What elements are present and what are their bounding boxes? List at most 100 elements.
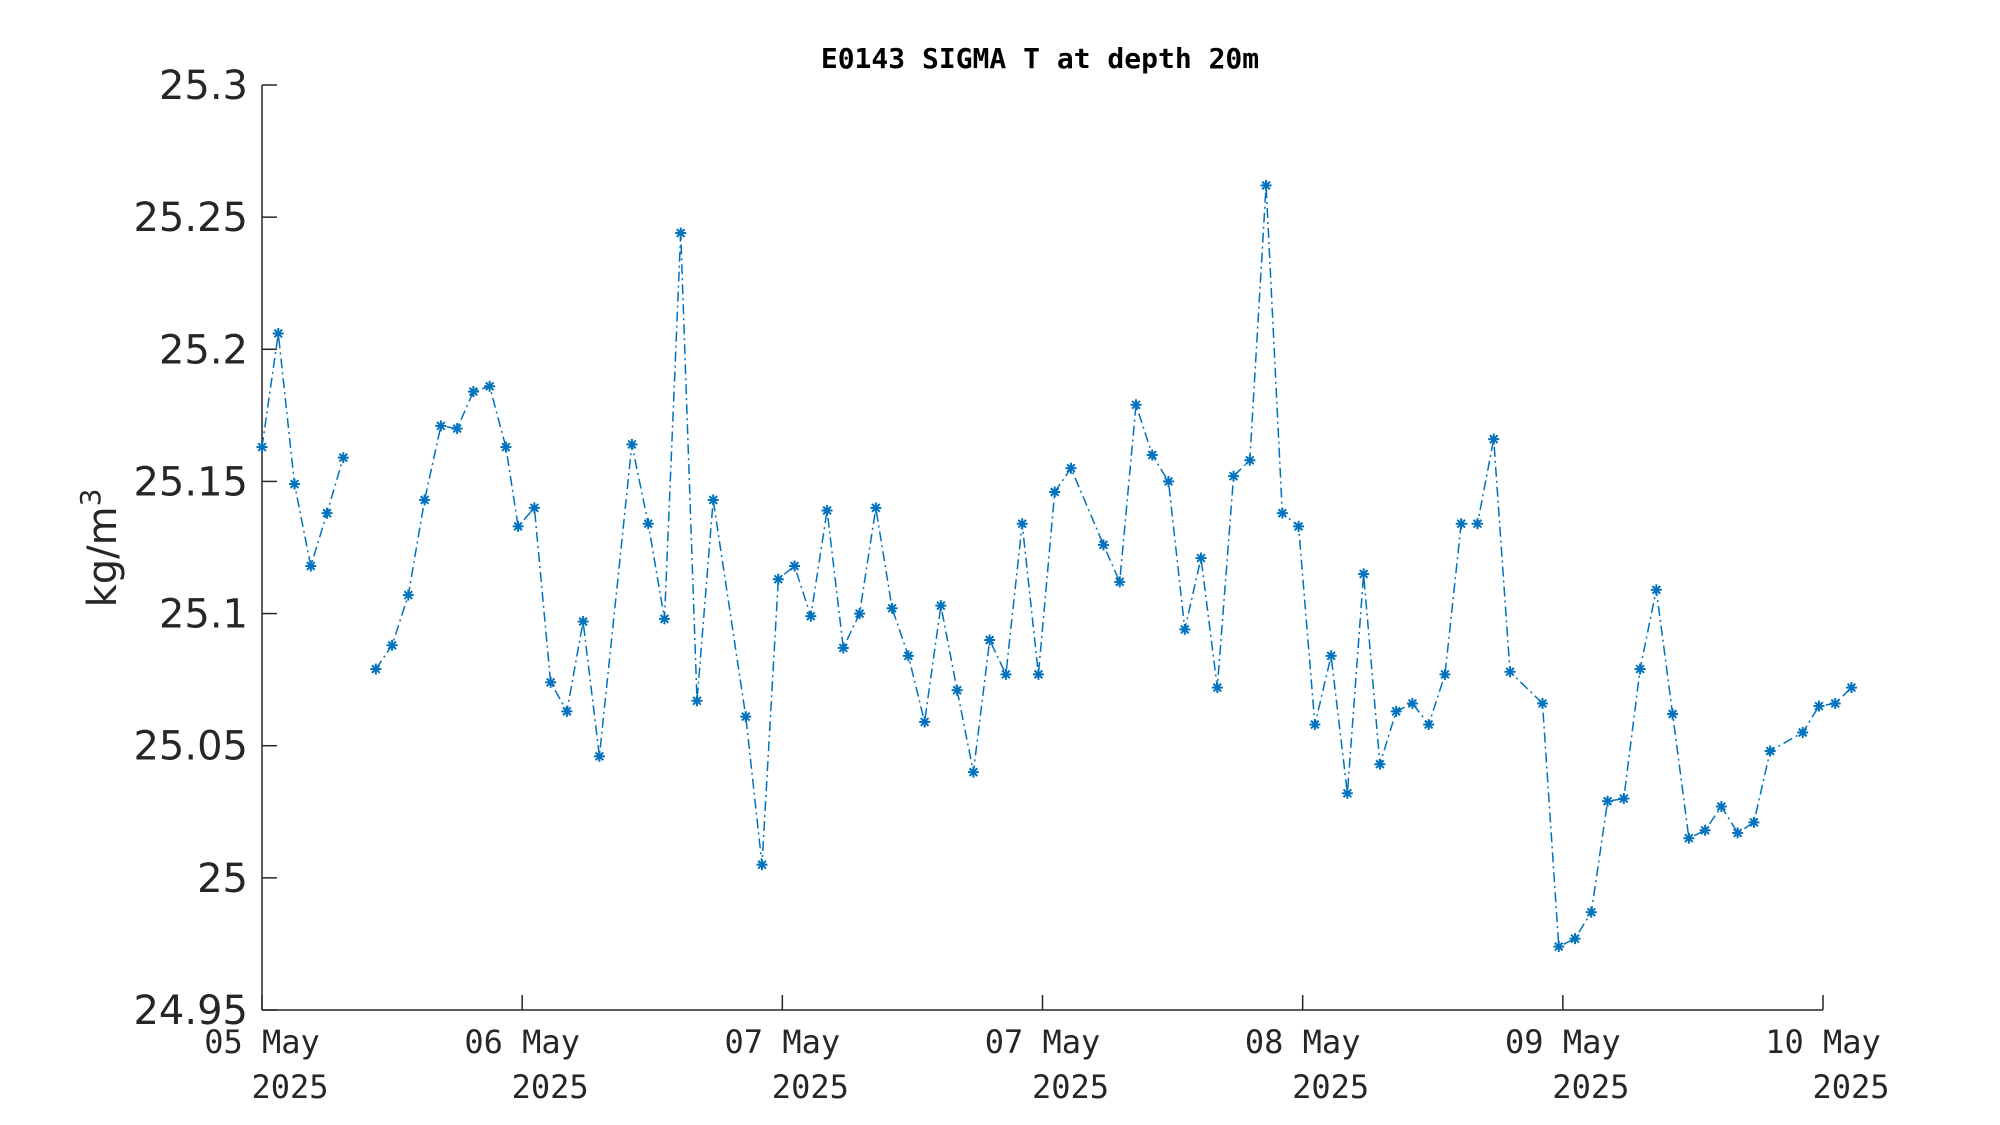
y-axis-label-text: kg/m (80, 506, 126, 607)
svg-text:kg/m3: kg/m3 (74, 489, 126, 608)
data-point (1276, 507, 1288, 519)
data-point (1764, 745, 1776, 757)
data-point (919, 716, 931, 728)
y-tick-label: 25.25 (133, 195, 248, 241)
y-tick-label: 24.95 (133, 988, 248, 1034)
x-tick-label-date: 07 May (725, 1023, 841, 1061)
data-point (1715, 801, 1727, 812)
y-axis-label: kg/m3 (74, 489, 126, 608)
data-point (772, 573, 784, 585)
data-point (561, 705, 573, 717)
data-point (1179, 623, 1191, 635)
x-tick-label-year: 2025 (251, 1068, 328, 1106)
x-tick-label-year: 2025 (1032, 1068, 1109, 1106)
data-point (1065, 462, 1077, 474)
data-point (691, 695, 703, 707)
x-tick-label-date: 07 May (985, 1023, 1101, 1061)
data-point (1406, 697, 1418, 709)
data-point (1309, 719, 1321, 731)
data-point (658, 613, 670, 625)
data-point (1293, 520, 1305, 532)
data-point (1049, 486, 1061, 498)
data-point (402, 589, 414, 601)
data-point (1163, 475, 1175, 487)
plot-area (256, 179, 1857, 953)
data-point (1325, 650, 1337, 662)
data-point (805, 610, 817, 622)
data-point (577, 616, 589, 627)
data-point (740, 711, 752, 723)
data-point (545, 676, 557, 688)
x-tick-label-date: 06 May (464, 1023, 580, 1061)
data-point (870, 502, 882, 514)
data-point (1358, 568, 1370, 580)
data-point (337, 452, 349, 464)
data-point (528, 502, 540, 514)
y-tick-label: 25.1 (159, 592, 248, 638)
data-point (984, 634, 996, 646)
data-point (675, 227, 687, 239)
data-point (1602, 795, 1614, 807)
series-line (375, 185, 1853, 948)
data-point (886, 602, 898, 614)
data-point (1813, 700, 1825, 712)
series-line (261, 333, 345, 567)
y-ticks: 24.95 25 25.05 25.1 25.15 25.2 25.25 25.3 (133, 63, 277, 1034)
data-point (1569, 933, 1581, 945)
data-point (1667, 708, 1679, 720)
data-point (1341, 787, 1353, 799)
x-tick-label-year: 2025 (1292, 1068, 1369, 1106)
data-point (1797, 727, 1809, 738)
y-axis-label-superscript: 3 (74, 489, 107, 507)
data-point (1845, 682, 1857, 694)
data-point (1650, 584, 1662, 596)
data-point (935, 600, 947, 612)
data-point (1097, 539, 1109, 551)
data-point (854, 608, 866, 620)
data-point (1374, 758, 1386, 770)
data-point (1016, 518, 1028, 530)
data-point (1130, 399, 1142, 411)
x-tick-label-year: 2025 (1552, 1068, 1629, 1106)
data-point (821, 505, 833, 516)
data-point (1553, 941, 1565, 953)
data-point (386, 639, 398, 651)
data-point (789, 560, 801, 572)
x-tick-label-date: 10 May (1765, 1023, 1881, 1061)
x-tick-label-date: 09 May (1505, 1023, 1621, 1061)
x-tick-label-year: 2025 (1812, 1068, 1889, 1106)
x-tick-label-date: 05 May (204, 1023, 320, 1061)
x-ticks: 05 May 2025 06 May 2025 07 May 2025 07 May 2025… (204, 995, 1890, 1106)
data-point (1699, 824, 1711, 836)
data-point (1471, 518, 1483, 530)
x-tick-label-date: 08 May (1245, 1023, 1361, 1061)
data-point (289, 478, 301, 490)
y-tick-label: 25.3 (159, 63, 248, 109)
data-point (1618, 793, 1630, 805)
data-point (1228, 470, 1240, 482)
data-point (1455, 518, 1467, 530)
data-point (484, 380, 496, 392)
data-point (1829, 697, 1841, 709)
data-point (1146, 449, 1158, 461)
data-point (500, 441, 512, 453)
data-point (951, 684, 963, 696)
chart-title: E0143 SIGMA T at depth 20m (821, 42, 1259, 75)
data-point (1732, 827, 1744, 839)
data-point (1260, 179, 1272, 191)
y-tick-label: 25.2 (159, 327, 248, 373)
data-point (1244, 454, 1256, 466)
data-point (1488, 433, 1500, 445)
data-point (512, 520, 524, 532)
data-point (321, 507, 333, 519)
data-point (451, 423, 463, 435)
data-point (305, 560, 317, 572)
y-tick-label: 25.15 (133, 459, 248, 505)
data-point (902, 650, 914, 662)
data-point (1211, 682, 1223, 694)
data-point (1032, 668, 1044, 680)
data-point (967, 766, 979, 778)
data-point (837, 642, 849, 654)
data-point (1537, 697, 1549, 709)
